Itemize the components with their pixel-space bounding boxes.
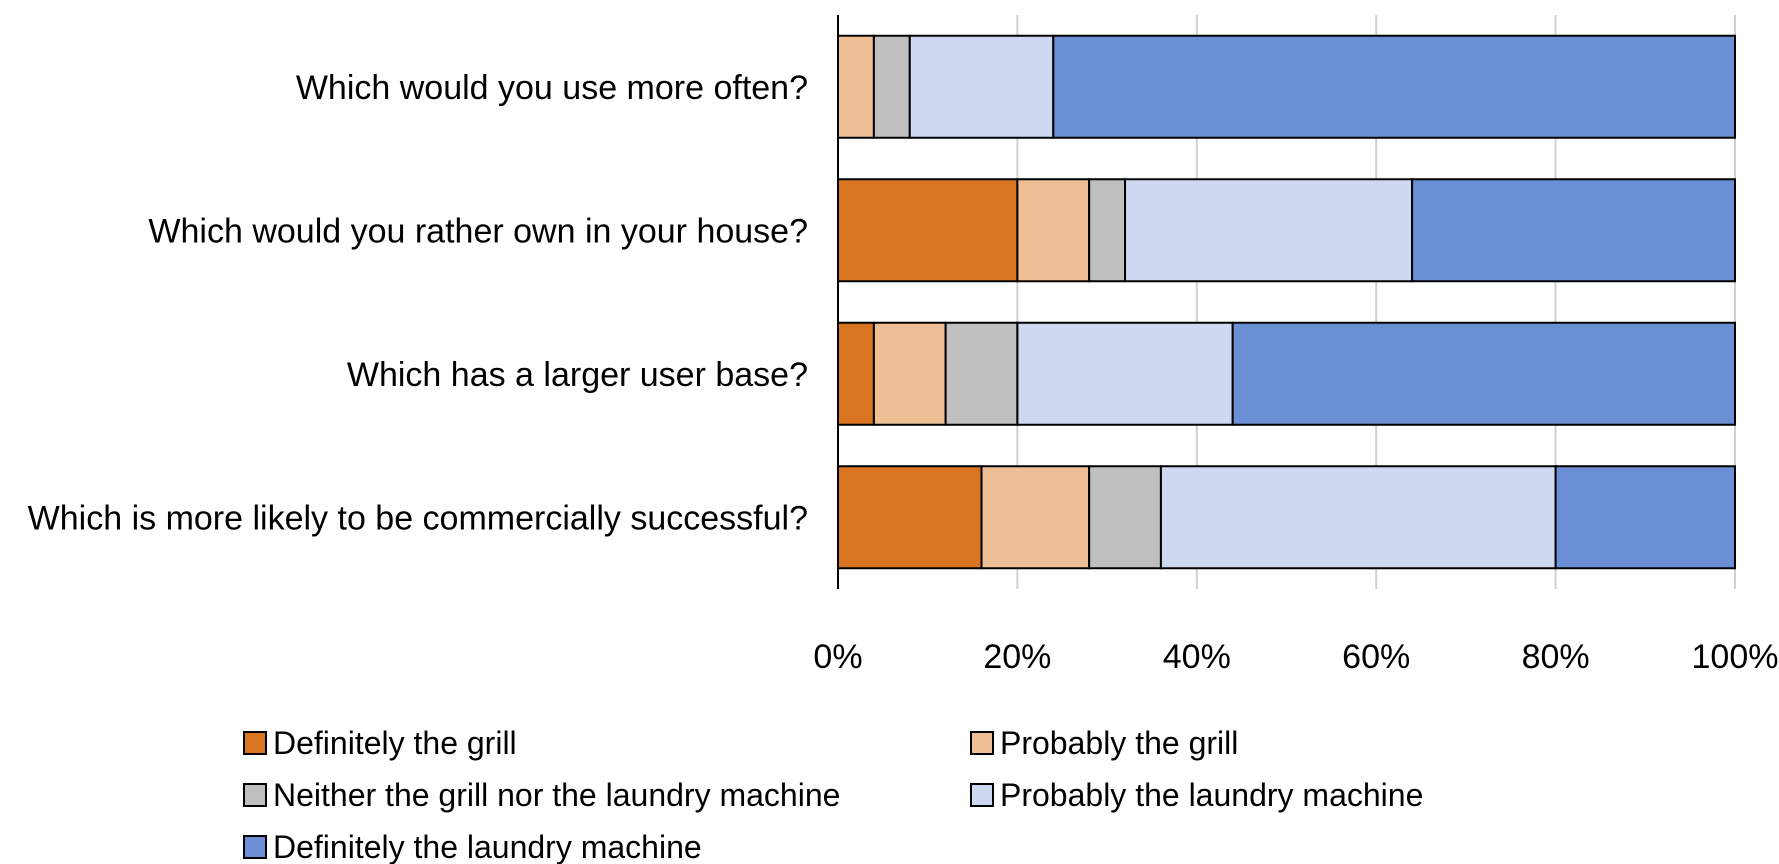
- category-label: Which would you use more often?: [296, 69, 808, 107]
- legend-swatch: [243, 783, 267, 807]
- legend-item: Definitely the grill: [243, 725, 517, 761]
- bar-segment: [1231, 321, 1737, 426]
- bar-segment: [1052, 34, 1736, 139]
- category-label: Which would you rather own in your house…: [148, 212, 808, 250]
- bar-segment: [1124, 178, 1414, 283]
- x-tick-labels: 0% 20% 40% 60% 80% 100%: [813, 638, 1778, 676]
- x-tick-label: 0%: [813, 638, 862, 676]
- bar-segment: [837, 178, 1019, 283]
- legend-label: Definitely the laundry machine: [273, 829, 702, 864]
- legend-label: Neither the grill nor the laundry machin…: [273, 777, 840, 813]
- category-labels: Which would you use more often? Which wou…: [28, 69, 808, 538]
- legend-label: Definitely the grill: [273, 725, 517, 761]
- bar-segment: [1016, 321, 1234, 426]
- legend-swatch: [970, 783, 994, 807]
- legend-label: Probably the laundry machine: [1000, 777, 1423, 813]
- bars-layer: [837, 34, 1737, 570]
- bar-segment: [872, 321, 947, 426]
- legend-item: Neither the grill nor the laundry machin…: [243, 777, 840, 813]
- x-tick-label: 20%: [983, 638, 1051, 676]
- x-tick-label: 100%: [1692, 638, 1779, 676]
- bar-segment: [944, 321, 1019, 426]
- bar-segment: [980, 465, 1091, 570]
- category-label: Which has a larger user base?: [347, 356, 808, 394]
- legend-swatch: [243, 835, 267, 859]
- bar-segment: [837, 321, 875, 426]
- bar-segment: [1088, 465, 1162, 570]
- bar-segment: [1411, 178, 1736, 283]
- bar-segment: [872, 34, 911, 139]
- bar-segment: [1159, 465, 1557, 570]
- legend: Definitely the grill Probably the grill Ne…: [243, 725, 1423, 864]
- legend-label: Probably the grill: [1000, 725, 1238, 761]
- legend-item: Definitely the laundry machine: [243, 829, 702, 864]
- category-label: Which is more likely to be commercially …: [28, 499, 808, 537]
- bar-segment: [837, 465, 983, 570]
- legend-item: Probably the laundry machine: [970, 777, 1423, 813]
- legend-swatch: [970, 731, 994, 755]
- bar-segment: [837, 34, 875, 139]
- bar-segment: [1554, 465, 1736, 570]
- legend-item: Probably the grill: [970, 725, 1238, 761]
- bar-segment: [908, 34, 1055, 139]
- x-tick-label: 40%: [1163, 638, 1231, 676]
- bar-segment: [1016, 178, 1091, 283]
- legend-swatch: [243, 731, 267, 755]
- bar-segment: [1088, 178, 1127, 283]
- x-tick-label: 60%: [1342, 638, 1410, 676]
- x-tick-label: 80%: [1522, 638, 1590, 676]
